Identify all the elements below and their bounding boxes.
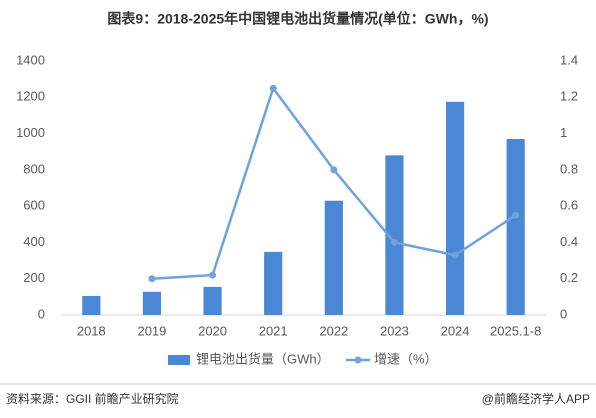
x-tick-label: 2024	[441, 323, 470, 338]
x-tick-label: 2022	[319, 323, 348, 338]
y2-tick-label: 0.8	[560, 161, 578, 176]
y-tick-label: 600	[23, 198, 45, 213]
x-tick-label: 2023	[380, 323, 409, 338]
bar	[324, 200, 343, 315]
line-point	[451, 251, 459, 259]
y2-tick-label: 0.4	[560, 234, 578, 249]
legend-swatch	[168, 355, 190, 365]
bar	[264, 251, 283, 315]
bar	[445, 101, 465, 315]
y-tick-label: 0	[38, 306, 45, 321]
y2-tick-label: 0.6	[560, 198, 578, 213]
source: 资料来源：GGII 前瞻产业研究院	[6, 391, 179, 406]
y-tick-label: 200	[23, 270, 45, 285]
y2-tick-label: 1	[560, 125, 567, 140]
bar	[203, 286, 222, 315]
line-point	[269, 84, 277, 92]
y2-tick-label: 1.2	[560, 89, 578, 104]
y-tick-label: 1400	[16, 52, 45, 67]
x-tick-label: 2018	[77, 323, 106, 338]
y2-tick-label: 1.4	[560, 52, 578, 67]
line-point	[512, 211, 520, 219]
bar	[506, 139, 525, 315]
brand: @前瞻经济学人APP	[482, 391, 590, 406]
x-tick-label: 2020	[198, 323, 227, 338]
x-tick-label: 2021	[259, 323, 288, 338]
line-point	[148, 275, 156, 283]
x-tick-label: 2025.1-8	[490, 323, 541, 338]
bar	[82, 295, 101, 315]
y-tick-label: 400	[23, 234, 45, 249]
line-point	[330, 166, 338, 174]
line-point	[390, 238, 398, 246]
bar	[385, 155, 404, 315]
x-tick-label: 2019	[137, 323, 166, 338]
y-tick-label: 800	[23, 161, 45, 176]
y-tick-label: 1200	[16, 89, 45, 104]
y2-tick-label: 0.2	[560, 270, 578, 285]
chart-title: 图表9：2018-2025年中国锂电池出货量情况(单位：GWh，%)	[107, 11, 488, 27]
legend-label: 锂电池出货量（GWh）	[196, 351, 330, 366]
y-tick-label: 1000	[16, 125, 45, 140]
line-point	[209, 271, 217, 279]
y2-tick-label: 0	[560, 306, 567, 321]
bar	[142, 291, 162, 315]
legend-swatch	[354, 356, 362, 364]
legend-label: 增速（%）	[374, 351, 438, 366]
